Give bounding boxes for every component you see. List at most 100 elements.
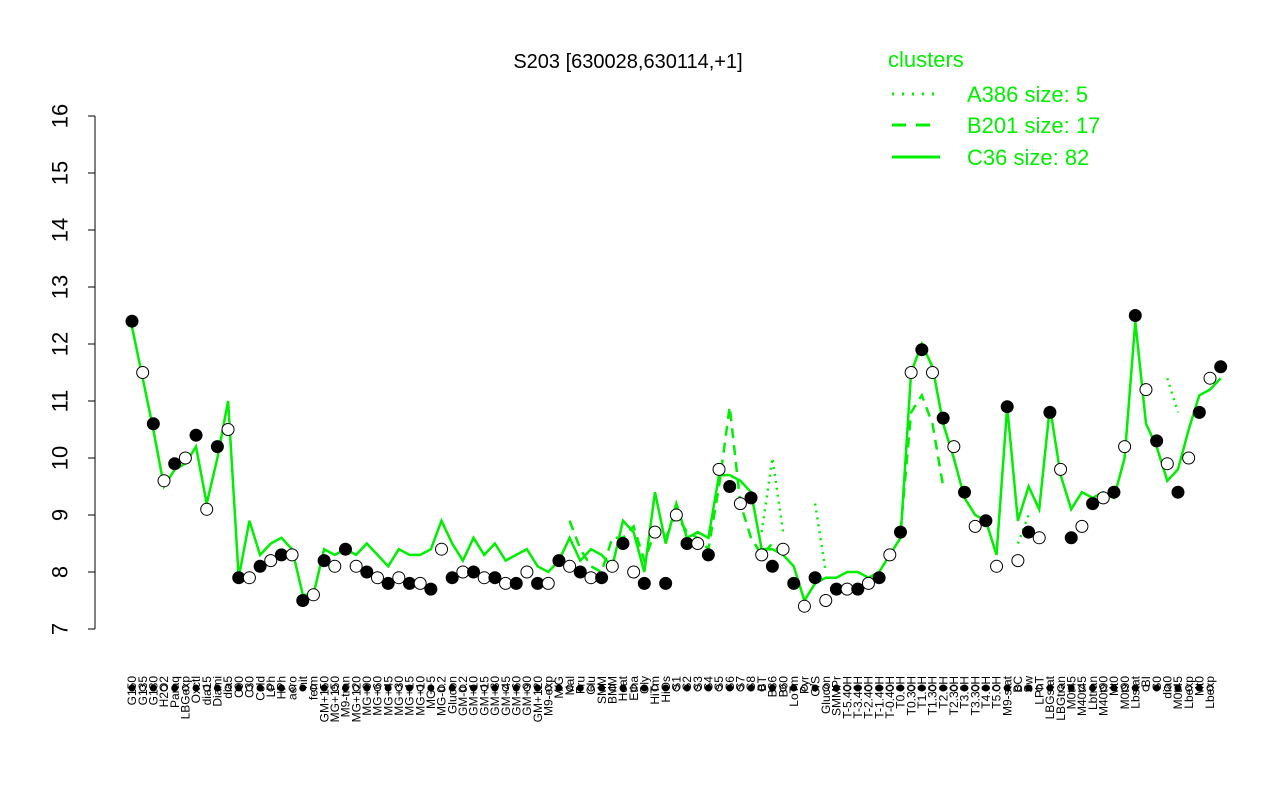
data-point (168, 457, 182, 471)
x-tick-label: Mt0 (1193, 676, 1207, 696)
x-marker (192, 684, 200, 692)
data-point (958, 485, 972, 499)
data-point (563, 559, 577, 573)
x-marker (1035, 684, 1043, 692)
data-point (744, 491, 758, 505)
data-point (925, 366, 939, 379)
x-marker (267, 684, 275, 692)
x-tick-label: S6 (723, 676, 737, 691)
x-marker (587, 684, 595, 692)
x-tick-label: MG+10 (413, 676, 427, 716)
x-tick-label: LBGtran (1054, 676, 1068, 721)
x-marker (1153, 684, 1161, 692)
data-point (915, 343, 929, 357)
data-point (861, 576, 875, 590)
x-marker (961, 684, 969, 692)
data-point (328, 559, 342, 573)
data-point (435, 542, 449, 556)
legend-title: clusters (888, 47, 964, 72)
data-point (1118, 440, 1132, 454)
x-tick-label: BT (755, 675, 769, 691)
data-points (125, 309, 1228, 613)
x-marker (427, 684, 435, 692)
x-marker (1078, 684, 1086, 692)
data-point (1107, 485, 1121, 499)
data-point (605, 559, 619, 573)
data-point (1064, 531, 1078, 545)
chart-title: S203 [630028,630114,+1] (513, 51, 742, 73)
x-marker (1014, 684, 1022, 692)
x-tick-label: G150 (125, 676, 139, 706)
x-tick-label: Lbexp (1203, 676, 1217, 709)
x-marker (470, 684, 478, 692)
x-tick-label: M9-stat (1000, 675, 1014, 716)
x-tick-label: BI (1139, 676, 1153, 687)
data-point (285, 548, 299, 562)
data-point (893, 525, 907, 539)
x-tick-label: MG+45 (381, 676, 395, 716)
data-point (136, 366, 150, 379)
x-tick-label: Gly (638, 676, 652, 694)
data-point (851, 582, 865, 596)
x-marker (566, 684, 574, 692)
data-point (1000, 400, 1014, 414)
x-tick-label: Diami (211, 676, 225, 707)
x-marker (534, 684, 542, 692)
data-point (200, 502, 214, 516)
data-point (317, 554, 331, 568)
x-marker (854, 684, 862, 692)
data-point (1139, 383, 1153, 397)
data-point (1043, 405, 1057, 419)
data-point (1182, 451, 1196, 465)
x-marker (747, 684, 755, 692)
data-point (189, 428, 203, 442)
data-point (467, 565, 481, 579)
x-tick-label: GM+60 (509, 676, 523, 716)
data-point (157, 474, 171, 488)
data-point (1171, 485, 1185, 499)
x-marker (181, 684, 189, 692)
x-tick-label: S5 (712, 676, 726, 691)
x-axis-ticks: G150G135G180H2O2ParaqLBGexpOxctldia15Dia… (125, 675, 1217, 722)
x-tick-label: Mal (563, 676, 577, 695)
data-point (221, 423, 235, 436)
data-point (947, 440, 961, 454)
data-point (627, 565, 641, 579)
x-tick-label: aero (285, 676, 299, 700)
x-tick-label: dia0 (1161, 676, 1175, 699)
x-marker (1195, 684, 1203, 692)
x-tick-label: B36 (766, 676, 780, 698)
x-tick-label: T2.30H (947, 676, 961, 715)
x-marker (1110, 684, 1118, 692)
data-point (1192, 405, 1206, 419)
x-tick-label: SMM (595, 676, 609, 704)
x-tick-label: M0t45 (1171, 676, 1185, 710)
x-marker (320, 684, 328, 692)
x-marker (971, 684, 979, 692)
x-tick-label: C90 (232, 676, 246, 698)
x-marker (502, 684, 510, 692)
x-marker (1174, 684, 1182, 692)
x-marker (309, 684, 317, 692)
data-point (253, 559, 267, 573)
y-tick-label: 9 (48, 509, 73, 521)
x-tick-label: M9-tran (339, 676, 353, 717)
x-marker (512, 684, 520, 692)
x-tick-label: T1.30H (926, 676, 940, 715)
x-tick-label: MG+90 (360, 676, 374, 716)
x-marker (982, 684, 990, 692)
x-marker (662, 684, 670, 692)
x-tick-label: Mt0 (1107, 676, 1121, 696)
x-tick-label: GM+30 (488, 676, 502, 716)
x-marker (907, 684, 915, 692)
x-tick-label: G135 (136, 676, 150, 706)
x-tick-label: G/S (808, 676, 822, 697)
x-tick-label: SMMPr (830, 676, 844, 716)
x-marker (822, 684, 830, 692)
x-tick-label: S1 (670, 676, 684, 691)
data-point (1128, 309, 1142, 322)
data-point (637, 576, 651, 590)
x-tick-label: Glucon (819, 676, 833, 714)
x-marker (864, 684, 872, 692)
x-marker (779, 684, 787, 692)
